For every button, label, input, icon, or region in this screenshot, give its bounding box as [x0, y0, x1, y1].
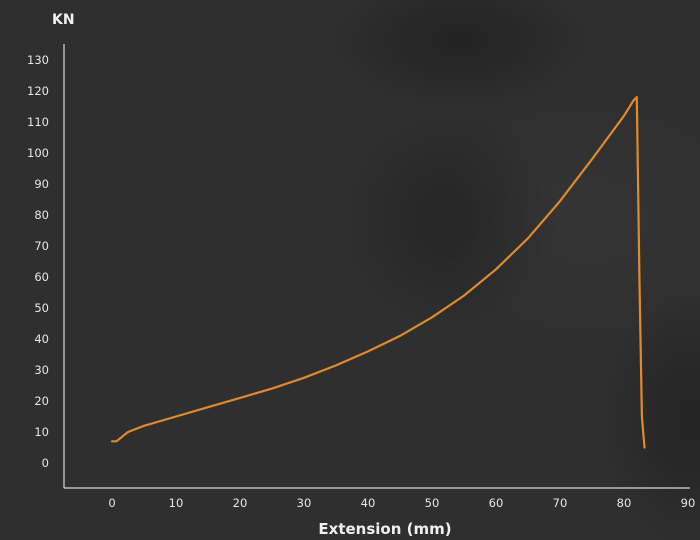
axes: [63, 44, 690, 489]
x-tick-labels: 0 10 20 30 40 50 60 70 80 90: [108, 496, 695, 510]
x-tick-label: 60: [489, 496, 504, 510]
y-tick-label: 30: [34, 363, 49, 377]
x-tick-label: 30: [297, 496, 312, 510]
x-tick-label: 0: [108, 496, 115, 510]
x-tick-label: 20: [233, 496, 248, 510]
y-tick-label: 20: [34, 394, 49, 408]
y-tick-label: 0: [42, 456, 49, 470]
y-tick-label: 130: [27, 53, 49, 67]
y-tick-label: 80: [34, 208, 49, 222]
y-tick-label: 100: [27, 146, 49, 160]
y-tick-label: 40: [34, 332, 49, 346]
y-tick-labels: 0 10 20 30 40 50 60 70 80 90 100 110 120 130: [27, 53, 49, 470]
series-group: [110, 96, 646, 449]
y-tick-label: 10: [34, 425, 49, 439]
x-tick-label: 90: [681, 496, 696, 510]
x-tick-label: 40: [361, 496, 376, 510]
x-tick-label: 70: [553, 496, 568, 510]
series-line: [110, 96, 646, 449]
x-tick-label: 80: [617, 496, 632, 510]
y-tick-label: 70: [34, 239, 49, 253]
y-tick-label: 50: [34, 301, 49, 315]
y-tick-label: 60: [34, 270, 49, 284]
x-tick-label: 50: [425, 496, 440, 510]
y-tick-label: 110: [27, 115, 49, 129]
x-axis-label: Extension (mm): [318, 520, 451, 538]
y-tick-label: 120: [27, 84, 49, 98]
x-tick-label: 10: [169, 496, 184, 510]
y-tick-label: 90: [34, 177, 49, 191]
y-axis-unit: KN: [52, 12, 75, 28]
